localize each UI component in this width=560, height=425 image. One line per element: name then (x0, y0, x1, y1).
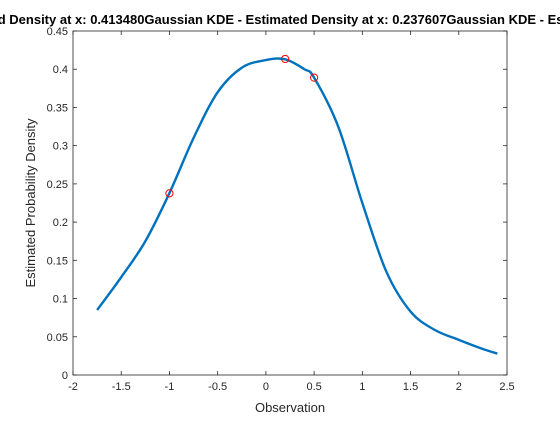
y-tick-label: 0.35 (47, 102, 68, 114)
y-tick-label: 0.25 (47, 179, 68, 191)
x-tick-label: 1.5 (403, 381, 418, 393)
density-marker (165, 189, 174, 198)
series-layer (96, 57, 498, 355)
y-tick-label: 0.4 (53, 64, 68, 76)
x-tick-label: 2.5 (499, 381, 514, 393)
x-axis-label: Observation (255, 400, 325, 415)
x-tick-label: 0.5 (306, 381, 321, 393)
density-marker (310, 73, 319, 82)
axis-tick-labels: -2 -1.5 -1 -0.5 0 0.5 1 1.5 2 2.5 0 0.05 0.1 0.15 0.2 0… (47, 26, 515, 393)
y-tick-label: 0.45 (47, 26, 68, 38)
plot-area (73, 31, 507, 375)
y-tick-label: 0 (62, 370, 68, 382)
y-tick-label: 0.2 (53, 217, 68, 229)
y-tick-label: 0.1 (53, 294, 68, 306)
x-tick-label: -0.5 (208, 381, 227, 393)
chart-title: Gaussian KDE - Estimated Density at x: 0… (0, 12, 560, 27)
plot-frame (72, 30, 508, 376)
marker-layer (165, 54, 319, 198)
y-axis-label: Estimated Probability Density (23, 118, 38, 288)
x-tick-label: 0 (263, 381, 269, 393)
x-tick-label: -1 (165, 381, 175, 393)
density-marker (281, 54, 290, 64)
x-tick-label: 1 (359, 381, 365, 393)
y-tick-label: 0.05 (47, 332, 68, 344)
y-tick-label: 0.3 (53, 141, 68, 153)
x-tick-label: 2 (456, 381, 462, 393)
y-tick-label: 0.15 (47, 255, 68, 267)
x-tick-label: -2 (68, 381, 78, 393)
kde-density-line (96, 57, 498, 355)
x-tick-label: -1.5 (112, 381, 131, 393)
